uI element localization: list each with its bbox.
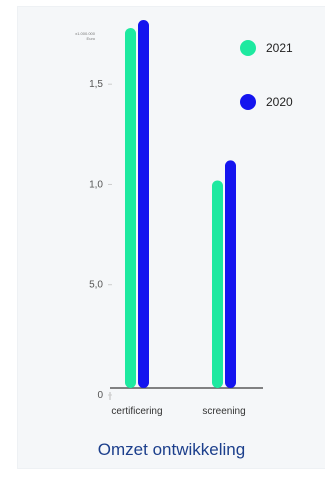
bar-screening-2020 [225, 160, 236, 388]
y-tick-label-0: 0 [97, 390, 103, 401]
unit-note-currency: Euro [87, 36, 96, 41]
legend-swatch-2021 [240, 40, 256, 56]
x-tick-label-certificering: certificering [111, 406, 162, 417]
bar-certificering-2020 [138, 20, 149, 389]
bar-certificering-2021 [125, 28, 136, 388]
y-tick-label-1: 5,0 [89, 280, 103, 291]
legend-swatch-2020 [240, 94, 256, 110]
chart-panel [18, 7, 325, 468]
unit-note-multiplier: x1.000.000 [75, 31, 96, 36]
legend-label-2021: 2021 [266, 41, 293, 55]
y-tick-label-3: 1,5 [89, 79, 103, 90]
y-tick-label-2: 1,0 [89, 179, 103, 190]
bar-screening-2021 [212, 180, 223, 388]
legend-label-2020: 2020 [266, 95, 293, 109]
chart-caption: Omzet ontwikkeling [97, 440, 246, 459]
x-tick-label-screening: screening [202, 406, 245, 417]
